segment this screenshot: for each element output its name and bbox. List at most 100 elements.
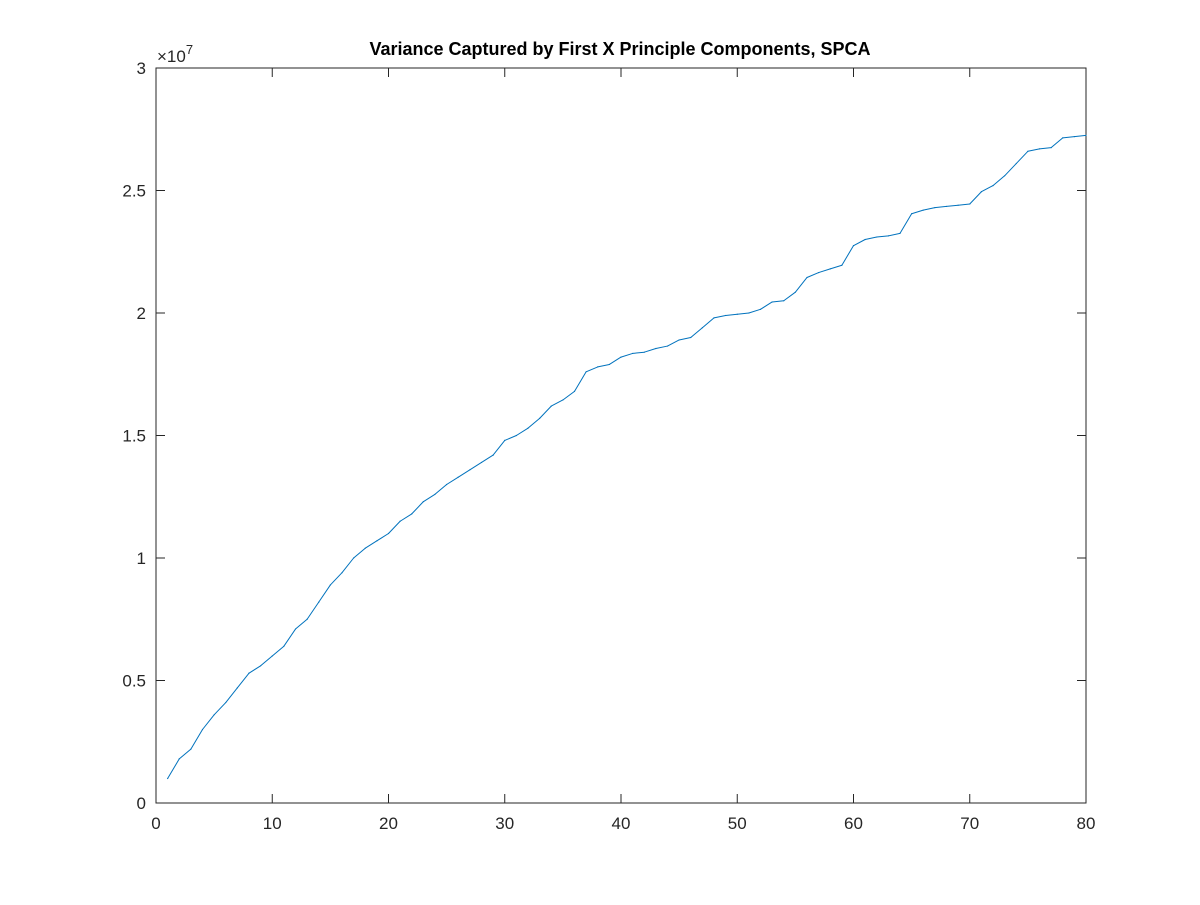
y-tick-label: 0.5 [122,672,146,691]
data-point [678,339,680,341]
y-tick-label: 3 [137,59,146,78]
data-point [690,336,692,339]
axes-box [155,67,1087,804]
y-tick-label: 1 [137,549,146,568]
data-point [539,417,541,419]
x-tick-label: 20 [379,814,398,833]
data-point [597,366,599,368]
data-point [190,748,192,750]
data-point [899,232,901,234]
data-point [248,672,250,674]
data-point [957,204,959,206]
data-point [469,469,471,471]
data-point [585,371,587,373]
x-tick-label: 10 [263,814,282,833]
data-point [620,356,622,358]
data-point [411,513,413,515]
data-point [457,476,459,478]
data-point [573,390,576,392]
data-point [1038,148,1041,150]
data-point [934,207,936,209]
x-tick-label: 0 [151,814,160,833]
data-point [399,520,401,522]
x-tick-label: 70 [960,814,979,833]
data-point [271,655,273,657]
data-point [992,185,994,187]
data-point [829,268,831,270]
data-point [515,434,517,437]
data-point [562,399,564,401]
data-point [922,209,924,211]
data-point [178,758,180,760]
data-point [387,532,390,535]
y-tick-label: 2.5 [122,182,146,201]
data-point [341,572,343,574]
data-point [701,327,703,329]
data-point [213,714,215,716]
data-point [1085,134,1087,136]
x-tick-label: 60 [844,814,863,833]
data-point [1004,175,1006,177]
data-point [1062,137,1064,139]
data-point [759,308,762,310]
data-point [608,363,610,366]
data-point [945,205,948,208]
data-point [318,601,320,603]
data-point [864,238,866,241]
data-point [783,300,785,302]
data-point [329,584,331,586]
data-point [818,271,820,274]
data-point [236,687,238,689]
data-point [480,461,483,464]
data-point [201,728,204,731]
data-point [748,312,750,314]
data-point [655,347,657,350]
data-point [969,203,971,205]
data-point [446,483,448,486]
data-point [1050,147,1052,149]
data-point [527,427,529,429]
data-point [771,301,773,303]
y-tick-label: 1.5 [122,427,146,446]
data-point [794,291,796,293]
data-point [887,235,889,237]
data-point [980,191,982,193]
data-point [260,665,262,667]
series-line-0 [167,134,1087,779]
data-point [550,405,552,407]
data-point [911,213,913,215]
data-point [364,547,366,549]
data-point [852,245,855,247]
data-point [1027,150,1029,152]
y-tick-label: 0 [137,794,146,813]
data-point [225,701,227,704]
data-point [713,317,715,319]
data-point [876,236,878,238]
data-point [725,314,727,317]
data-point [632,352,634,355]
data-point [1073,136,1075,138]
plot-area: 0 10 20 30 40 50 60 70 80 0 0.5 1 1.5 2 2.5 3 [122,59,1095,833]
y-exponent-label: ×107 [157,42,193,66]
data-point [1015,162,1017,165]
data-point [283,645,285,647]
data-point [666,345,669,347]
y-tick-label: 2 [137,304,146,323]
x-tick-label: 50 [728,814,747,833]
data-point [434,493,436,495]
data-point [492,454,494,456]
data-point [306,618,308,620]
x-tick-label: 80 [1077,814,1096,833]
data-point [504,439,506,441]
y-exponent-base: ×10 [157,47,186,66]
x-tick-label: 40 [612,814,631,833]
data-point [736,313,738,315]
data-point [643,351,645,353]
data-point [167,777,169,780]
data-point [806,276,808,279]
data-point [376,540,378,542]
x-tick-label: 30 [495,814,514,833]
data-point [294,628,297,630]
